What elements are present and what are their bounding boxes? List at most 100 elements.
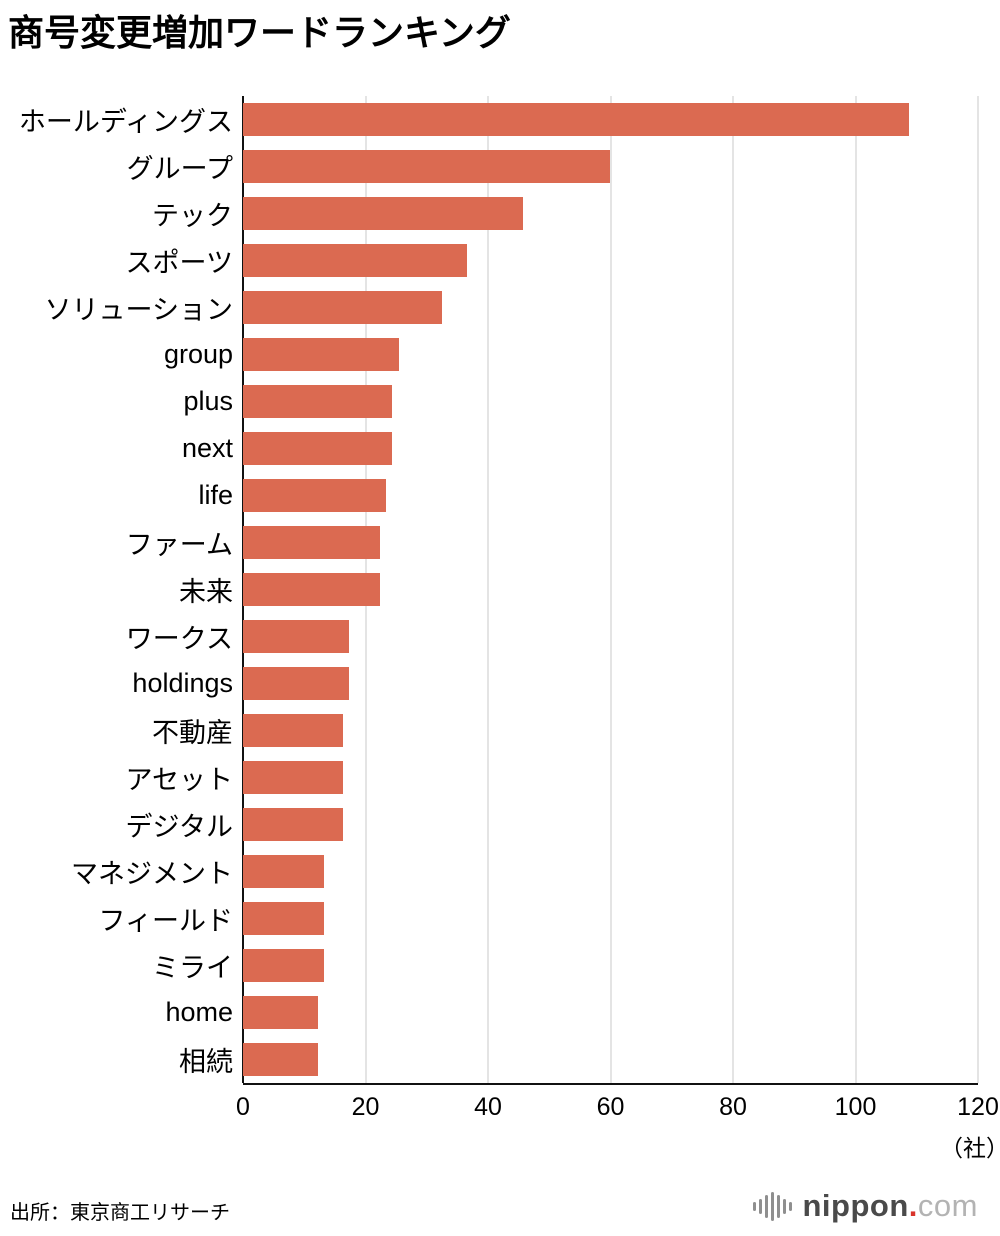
bar-area (243, 620, 990, 653)
bar-area (243, 902, 990, 935)
chart-row: next (0, 425, 990, 472)
chart-row: フィールド (0, 895, 990, 942)
soundbars-icon (752, 1191, 795, 1221)
bar-label: テック (152, 201, 233, 231)
bar (243, 526, 380, 559)
chart-row: スポーツ (0, 237, 990, 284)
bar-area (243, 197, 990, 230)
chart-row: グループ (0, 143, 990, 190)
chart-row: デジタル (0, 801, 990, 848)
bar-label: グループ (126, 154, 233, 184)
bar-label: ワークス (125, 624, 233, 654)
bar-area (243, 432, 990, 465)
chart-row: 不動産 (0, 707, 990, 754)
bar (243, 197, 524, 230)
x-tick-label: 20 (351, 1093, 380, 1121)
chart-row: ソリューション (0, 284, 990, 331)
bar (243, 808, 343, 841)
bar (243, 996, 318, 1029)
x-tick-label: 120 (957, 1093, 999, 1121)
chart-rows: ホールディングスグループテックスポーツソリューション group plus next l… (0, 96, 990, 1083)
bar-area (243, 385, 990, 418)
gridline (487, 96, 489, 1083)
chart-row: ミライ (0, 942, 990, 989)
bar (243, 432, 393, 465)
bar-chart: ホールディングスグループテックスポーツソリューション group plus next l… (0, 96, 1000, 1161)
chart-row: マネジメント (0, 848, 990, 895)
chart-row: holdings (0, 660, 990, 707)
bar-label: plus (183, 386, 233, 416)
chart-row: 相続 (0, 1036, 990, 1083)
chart-row: home (0, 989, 990, 1036)
x-tick-label: 100 (834, 1093, 877, 1121)
bar-label: life (198, 480, 233, 510)
bar-area (243, 667, 990, 700)
bar-area (243, 761, 990, 794)
bar (243, 103, 910, 136)
bar (243, 667, 349, 700)
logo-name: nippon (802, 1188, 909, 1223)
bar-area (243, 1043, 990, 1076)
bar-area (243, 855, 990, 888)
bar-label: フィールド (98, 906, 233, 936)
bar-area (243, 244, 990, 277)
bar-label: holdings (132, 668, 233, 698)
chart-row: ホールディングス (0, 96, 990, 143)
x-tick-label: 60 (596, 1093, 625, 1121)
bar-area (243, 291, 990, 324)
bar-label: ホールディングス (18, 107, 233, 137)
chart-row: plus (0, 378, 990, 425)
bar-area (243, 526, 990, 559)
axis-unit-label: （社） (940, 1135, 1000, 1161)
bar-area (243, 150, 990, 183)
bar-label: next (181, 433, 233, 463)
gridline (977, 96, 979, 1083)
bar-label: マネジメント (71, 859, 233, 889)
bar-area (243, 808, 990, 841)
bar-area (243, 479, 990, 512)
bar-label: デジタル (125, 812, 233, 842)
x-tick-label: 0 (236, 1093, 250, 1121)
bar (243, 902, 324, 935)
page-title: 商号変更増加ワードランキング (8, 12, 511, 53)
bar-area (243, 714, 990, 747)
bar (243, 620, 349, 653)
bar-label: ファーム (125, 530, 233, 560)
bar (243, 573, 380, 606)
bar-area (243, 573, 990, 606)
chart-row: ファーム (0, 519, 990, 566)
gridline (732, 96, 734, 1083)
source-note: 出所：東京商工リサーチ (10, 1202, 230, 1224)
chart-row: life (0, 472, 990, 519)
bar (243, 949, 324, 982)
bar-area (243, 996, 990, 1029)
bar-label: ソリューション (44, 295, 233, 325)
logo-tld: com (917, 1188, 978, 1223)
x-axis: （社） 0 20 40 60 80 100 120 (236, 1085, 1000, 1161)
x-tick-label: 40 (474, 1093, 502, 1121)
chart-row: テック (0, 190, 990, 237)
chart-row: group (0, 331, 990, 378)
logo-dot: . (908, 1188, 918, 1223)
bar (243, 855, 324, 888)
bar-label: home (165, 997, 233, 1027)
bar (243, 385, 393, 418)
bar (243, 338, 399, 371)
bar (243, 1043, 318, 1076)
bar-label: 相続 (179, 1047, 233, 1077)
bar (243, 150, 611, 183)
bar (243, 291, 443, 324)
bar (243, 244, 468, 277)
x-tick-label: 80 (719, 1093, 747, 1121)
chart-row: 未来 (0, 566, 990, 613)
logo-text: nippon.com (803, 1188, 979, 1224)
chart-row: アセット (0, 754, 990, 801)
gridline (855, 96, 856, 1083)
gridline (610, 96, 611, 1083)
bar-label: 未来 (179, 577, 233, 607)
bar-area (243, 949, 990, 982)
bar (243, 714, 343, 747)
chart-row: ワークス (0, 613, 990, 660)
bar-area (243, 103, 990, 136)
nippon-com-logo: nippon.com (752, 1188, 979, 1224)
